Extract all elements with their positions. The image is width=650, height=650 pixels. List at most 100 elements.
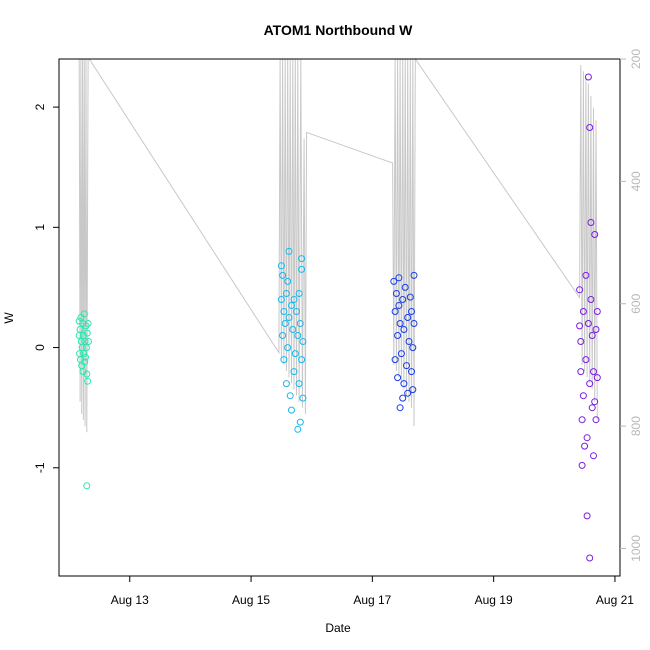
data-point-s2-4 (279, 271, 287, 279)
data-point-s1-14 (80, 310, 88, 318)
data-point-s2-3 (279, 332, 287, 339)
data-point-s1-21 (83, 329, 91, 337)
depth-trace-line (78, 57, 598, 433)
data-point-s4-19 (587, 219, 595, 226)
data-point-s2-12 (285, 314, 293, 321)
data-point-s3-11 (399, 296, 407, 303)
data-point-s3-19 (406, 293, 414, 301)
data-point-s2-32 (284, 277, 292, 285)
y2-tick-label-2: 400 (629, 171, 643, 191)
data-point-s1-22 (84, 377, 92, 385)
data-point-s3-25 (410, 320, 418, 327)
data-point-s2-18 (290, 296, 298, 303)
data-point-s4-17 (586, 380, 594, 388)
x-axis-label: Date (325, 621, 351, 635)
data-point-s2-7 (281, 320, 289, 327)
data-point-s4-1 (576, 286, 584, 294)
data-point-s3-20 (408, 368, 415, 376)
data-point-s2-31 (299, 338, 307, 345)
data-point-s3-5 (394, 332, 402, 339)
data-point-s2-24 (295, 290, 303, 297)
x-tick-label-1: Aug 13 (111, 593, 149, 607)
data-point-s4-26 (591, 398, 599, 406)
data-point-s4-9 (581, 442, 589, 450)
data-point-s3-18 (405, 338, 413, 345)
data-point-s2-27 (298, 255, 306, 263)
data-point-s2-19 (291, 350, 299, 358)
x-tick-label-3: Aug 17 (353, 593, 391, 607)
data-point-s2-14 (288, 302, 295, 309)
plot-frame (58, 58, 621, 577)
data-point-s1-11 (79, 368, 87, 376)
data-point-s1-15 (81, 358, 89, 366)
data-point-s4-24 (590, 368, 597, 376)
x-tick-label-5: Aug 21 (596, 593, 634, 607)
data-point-s1-24 (85, 338, 92, 345)
data-point-s3-8 (396, 404, 404, 412)
data-point-s3-12 (400, 380, 408, 388)
data-point-s4-8 (579, 392, 587, 400)
secondary-y-axis: 200 400 600 800 1000 (620, 49, 643, 562)
data-point-s1-25 (83, 482, 91, 490)
data-point-s4-23 (590, 452, 597, 460)
y-tick-label-2: 0 (33, 344, 47, 351)
data-point-s3-27 (399, 394, 407, 402)
data-point-s2-6 (280, 356, 288, 364)
data-point-s2-17 (290, 368, 298, 376)
data-point-s3-24 (410, 271, 418, 279)
data-point-s4-15 (584, 320, 592, 327)
data-point-s4-11 (582, 356, 590, 364)
data-point-s4-5 (578, 416, 586, 424)
y-axis-label: W (2, 312, 16, 324)
data-point-s3-16 (404, 314, 412, 321)
y2-tick-label-5: 1000 (629, 535, 643, 562)
data-point-s1-19 (82, 344, 90, 352)
data-point-s3-6 (394, 374, 402, 382)
data-point-s2-13 (286, 392, 294, 400)
data-point-s1-20 (83, 370, 91, 378)
data-point-s4-30 (593, 308, 601, 315)
data-point-s3-1 (390, 277, 398, 285)
data-point-s2-11 (285, 247, 293, 255)
data-point-s3-17 (404, 389, 412, 397)
data-point-s2-8 (282, 290, 290, 297)
data-point-s3-9 (396, 320, 404, 327)
data-point-s4-21 (588, 404, 596, 412)
data-point-s3-7 (395, 302, 403, 309)
data-point-s4-27 (592, 326, 600, 333)
data-point-s1-4 (76, 326, 84, 333)
data-point-s2-30 (299, 394, 307, 402)
y2-tick-label-3: 600 (629, 293, 643, 313)
data-point-s3-3 (391, 356, 399, 364)
data-point-s4-2 (576, 322, 584, 330)
data-point-s2-2 (277, 296, 285, 303)
data-point-s2-10 (284, 344, 292, 352)
data-point-s4-7 (579, 308, 587, 315)
data-point-s3-10 (397, 350, 405, 358)
data-point-s2-21 (294, 425, 302, 433)
data-point-s3-23 (409, 386, 417, 394)
data-point-s4-14 (584, 73, 592, 81)
data-point-s4-3 (577, 368, 585, 376)
data-point-s4-18 (586, 554, 594, 562)
data-point-s3-13 (400, 326, 408, 333)
data-point-s2-29 (298, 265, 306, 273)
data-point-s3-15 (403, 362, 410, 370)
data-point-s3-4 (392, 290, 400, 297)
data-point-s4-12 (583, 434, 591, 442)
data-point-s4-16 (586, 124, 594, 131)
data-point-s3-14 (401, 283, 409, 291)
data-point-s2-20 (293, 308, 300, 315)
data-point-s1-13 (80, 350, 88, 358)
data-point-s2-25 (296, 320, 304, 327)
data-point-s3-2 (391, 308, 399, 315)
y-tick-label-1: -1 (33, 462, 47, 473)
data-point-s1-23 (84, 320, 92, 327)
y-tick-label-4: 2 (33, 103, 47, 110)
y-axis: -1 0 1 2 (33, 103, 59, 473)
data-point-s2-9 (282, 380, 290, 388)
data-point-s2-15 (288, 406, 295, 414)
points-layer (75, 73, 601, 562)
y2-tick-label-1: 200 (629, 49, 643, 69)
